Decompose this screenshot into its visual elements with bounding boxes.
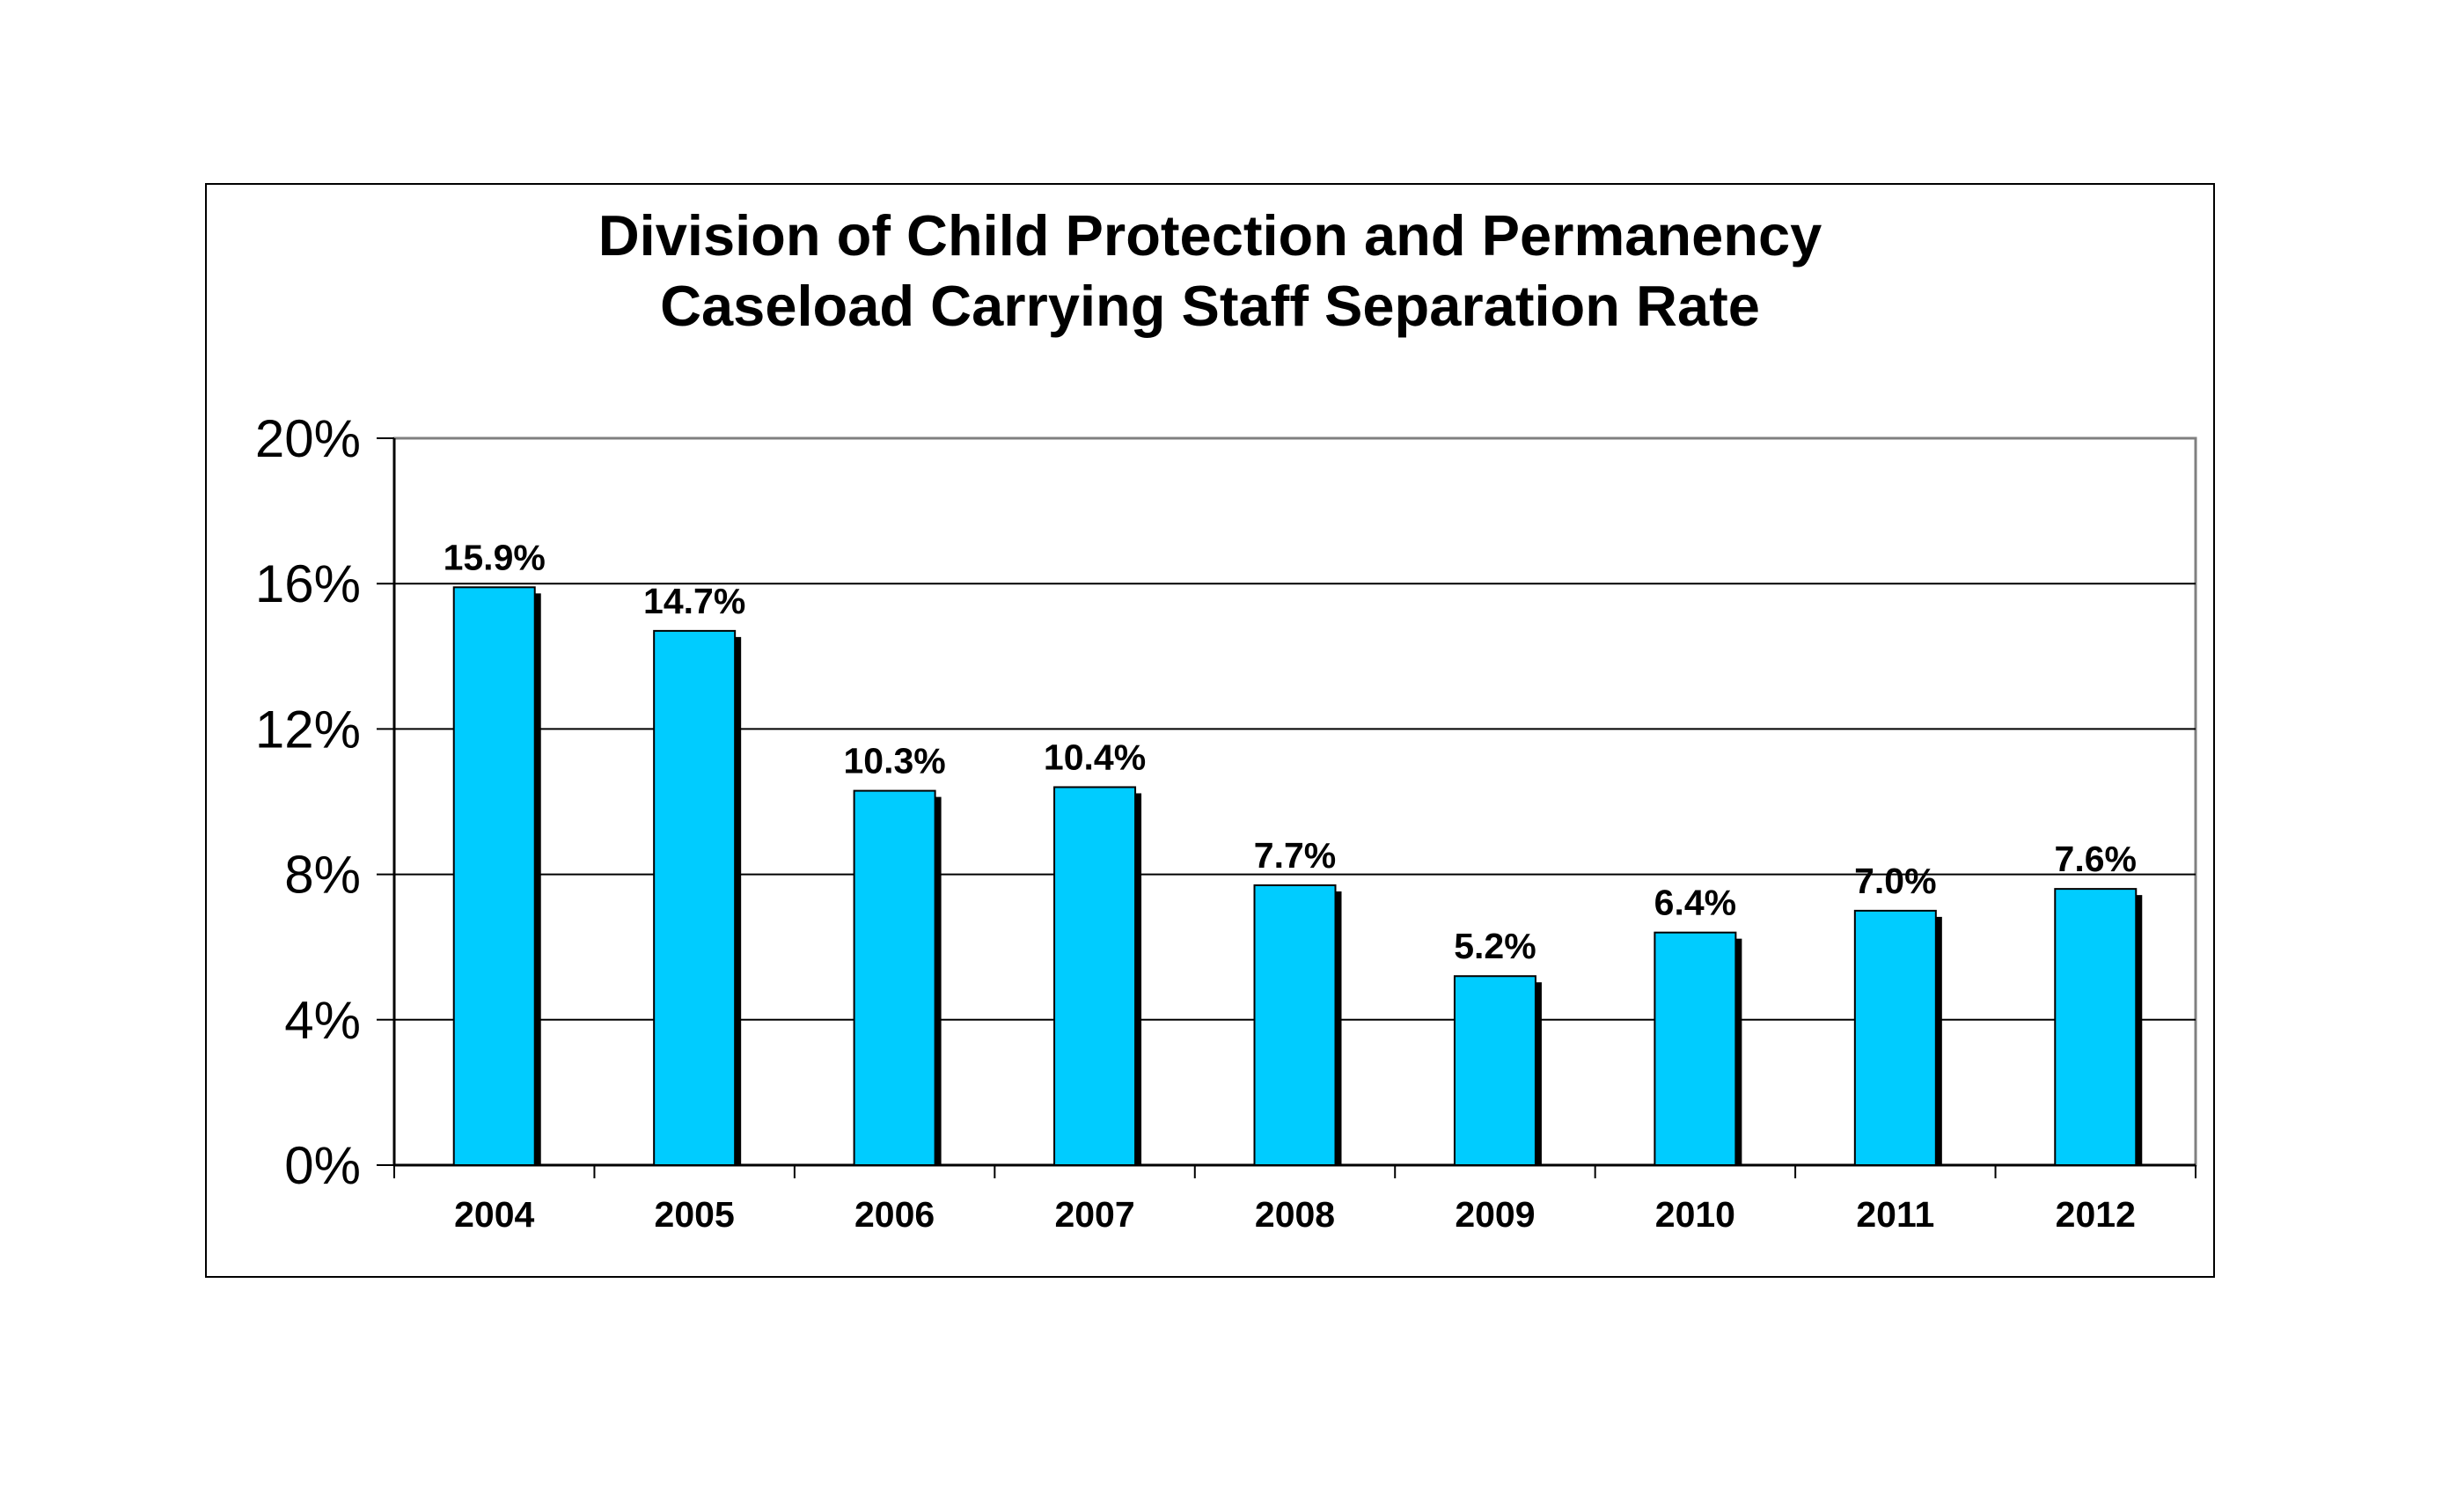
x-tick-label-2007: 2007: [1054, 1194, 1134, 1235]
y-tick-label: 0%: [284, 1136, 361, 1195]
x-tick-label-2010: 2010: [1655, 1194, 1735, 1235]
data-label-2008: 7.7%: [1254, 835, 1336, 876]
y-tick-label: 4%: [284, 991, 361, 1050]
data-label-2010: 6.4%: [1654, 883, 1736, 923]
y-tick-label: 12%: [255, 700, 361, 759]
x-tick-label-2004: 2004: [454, 1194, 534, 1235]
bar-2004: [452, 586, 536, 1166]
x-tick-label-2005: 2005: [655, 1194, 735, 1235]
bar-2006: [853, 789, 936, 1166]
data-label-2011: 7.0%: [1854, 861, 1936, 901]
data-label-2012: 7.6%: [2055, 839, 2137, 879]
data-label-2005: 14.7%: [643, 581, 745, 621]
data-label-2006: 10.3%: [843, 741, 945, 781]
y-tick-label: 20%: [255, 409, 361, 468]
x-tick-label-2011: 2011: [1856, 1194, 1934, 1235]
bar-2007: [1053, 786, 1137, 1166]
x-tick-label-2009: 2009: [1455, 1194, 1535, 1235]
bar-2009: [1453, 975, 1536, 1166]
bar-2011: [1853, 909, 1937, 1167]
data-label-2009: 5.2%: [1454, 926, 1536, 966]
bar-2012: [2054, 888, 2138, 1166]
y-tick-label: 16%: [255, 554, 361, 613]
chart-title-block: Division of Child Protection and Permane…: [207, 201, 2213, 341]
chart-subtitle: Caseload Carrying Staff Separation Rate: [660, 274, 1760, 338]
bar-2008: [1253, 884, 1337, 1166]
y-tick-label: 8%: [284, 846, 361, 905]
bar-2005: [653, 629, 737, 1166]
x-tick-label-2012: 2012: [2056, 1194, 2136, 1235]
x-tick-label-2008: 2008: [1255, 1194, 1335, 1235]
data-label-2007: 10.4%: [1044, 737, 1146, 777]
data-label-2004: 15.9%: [444, 537, 546, 577]
chart-title: Division of Child Protection and Permane…: [598, 203, 1822, 268]
bar-2010: [1654, 931, 1737, 1167]
x-tick-label-2006: 2006: [854, 1194, 935, 1235]
